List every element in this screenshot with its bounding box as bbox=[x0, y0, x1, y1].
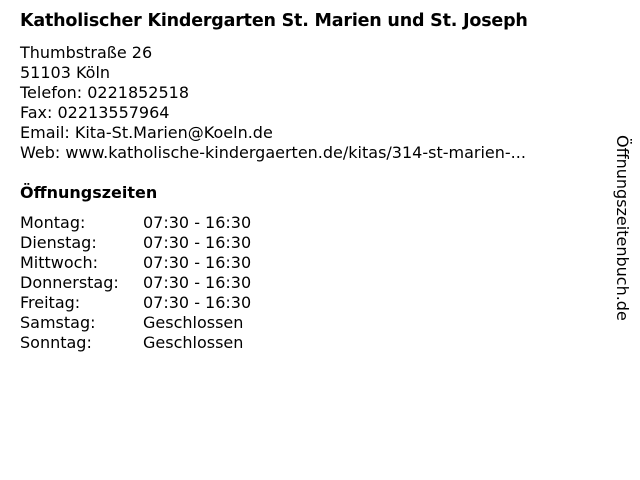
website: Web: www.katholische-kindergaerten.de/ki… bbox=[20, 143, 526, 162]
hours-row: Sonntag: Geschlossen bbox=[20, 333, 320, 353]
hours-row: Montag: 07:30 - 16:30 bbox=[20, 213, 320, 233]
hours-table: Montag: 07:30 - 16:30 Dienstag: 07:30 - 16… bbox=[20, 213, 320, 353]
hours-row: Donnerstag: 07:30 - 16:30 bbox=[20, 273, 320, 293]
day: Freitag: bbox=[20, 293, 81, 312]
city: 51103 Köln bbox=[20, 63, 111, 82]
day: Donnerstag: bbox=[20, 273, 119, 292]
phone: Telefon: 0221852518 bbox=[20, 83, 190, 102]
time: 07:30 - 16:30 bbox=[143, 253, 252, 272]
hours-row: Samstag: Geschlossen bbox=[20, 313, 320, 333]
hours-heading: Öffnungszeiten bbox=[20, 183, 158, 202]
hours-row: Dienstag: 07:30 - 16:30 bbox=[20, 233, 320, 253]
time: Geschlossen bbox=[143, 313, 244, 332]
time: 07:30 - 16:30 bbox=[143, 233, 252, 252]
watermark: Öffnungszeitenbuch.de bbox=[613, 135, 632, 321]
day: Mittwoch: bbox=[20, 253, 98, 272]
street: Thumbstraße 26 bbox=[20, 43, 153, 62]
time: 07:30 - 16:30 bbox=[143, 213, 252, 232]
time: Geschlossen bbox=[143, 333, 244, 352]
hours-row: Freitag: 07:30 - 16:30 bbox=[20, 293, 320, 313]
hours-row: Mittwoch: 07:30 - 16:30 bbox=[20, 253, 320, 273]
day: Dienstag: bbox=[20, 233, 97, 252]
day: Montag: bbox=[20, 213, 86, 232]
page-title: Katholischer Kindergarten St. Marien und… bbox=[20, 11, 528, 31]
fax: Fax: 02213557964 bbox=[20, 103, 170, 122]
contact-info: Thumbstraße 26 51103 Köln Telefon: 02218… bbox=[20, 43, 526, 163]
email: Email: Kita-St.Marien@Koeln.de bbox=[20, 123, 273, 142]
day: Samstag: bbox=[20, 313, 96, 332]
day: Sonntag: bbox=[20, 333, 92, 352]
time: 07:30 - 16:30 bbox=[143, 293, 252, 312]
time: 07:30 - 16:30 bbox=[143, 273, 252, 292]
